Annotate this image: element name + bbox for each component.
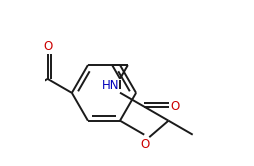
Text: O: O <box>170 100 179 113</box>
Text: HN: HN <box>102 79 119 92</box>
Text: O: O <box>43 40 52 53</box>
Text: O: O <box>141 138 150 151</box>
